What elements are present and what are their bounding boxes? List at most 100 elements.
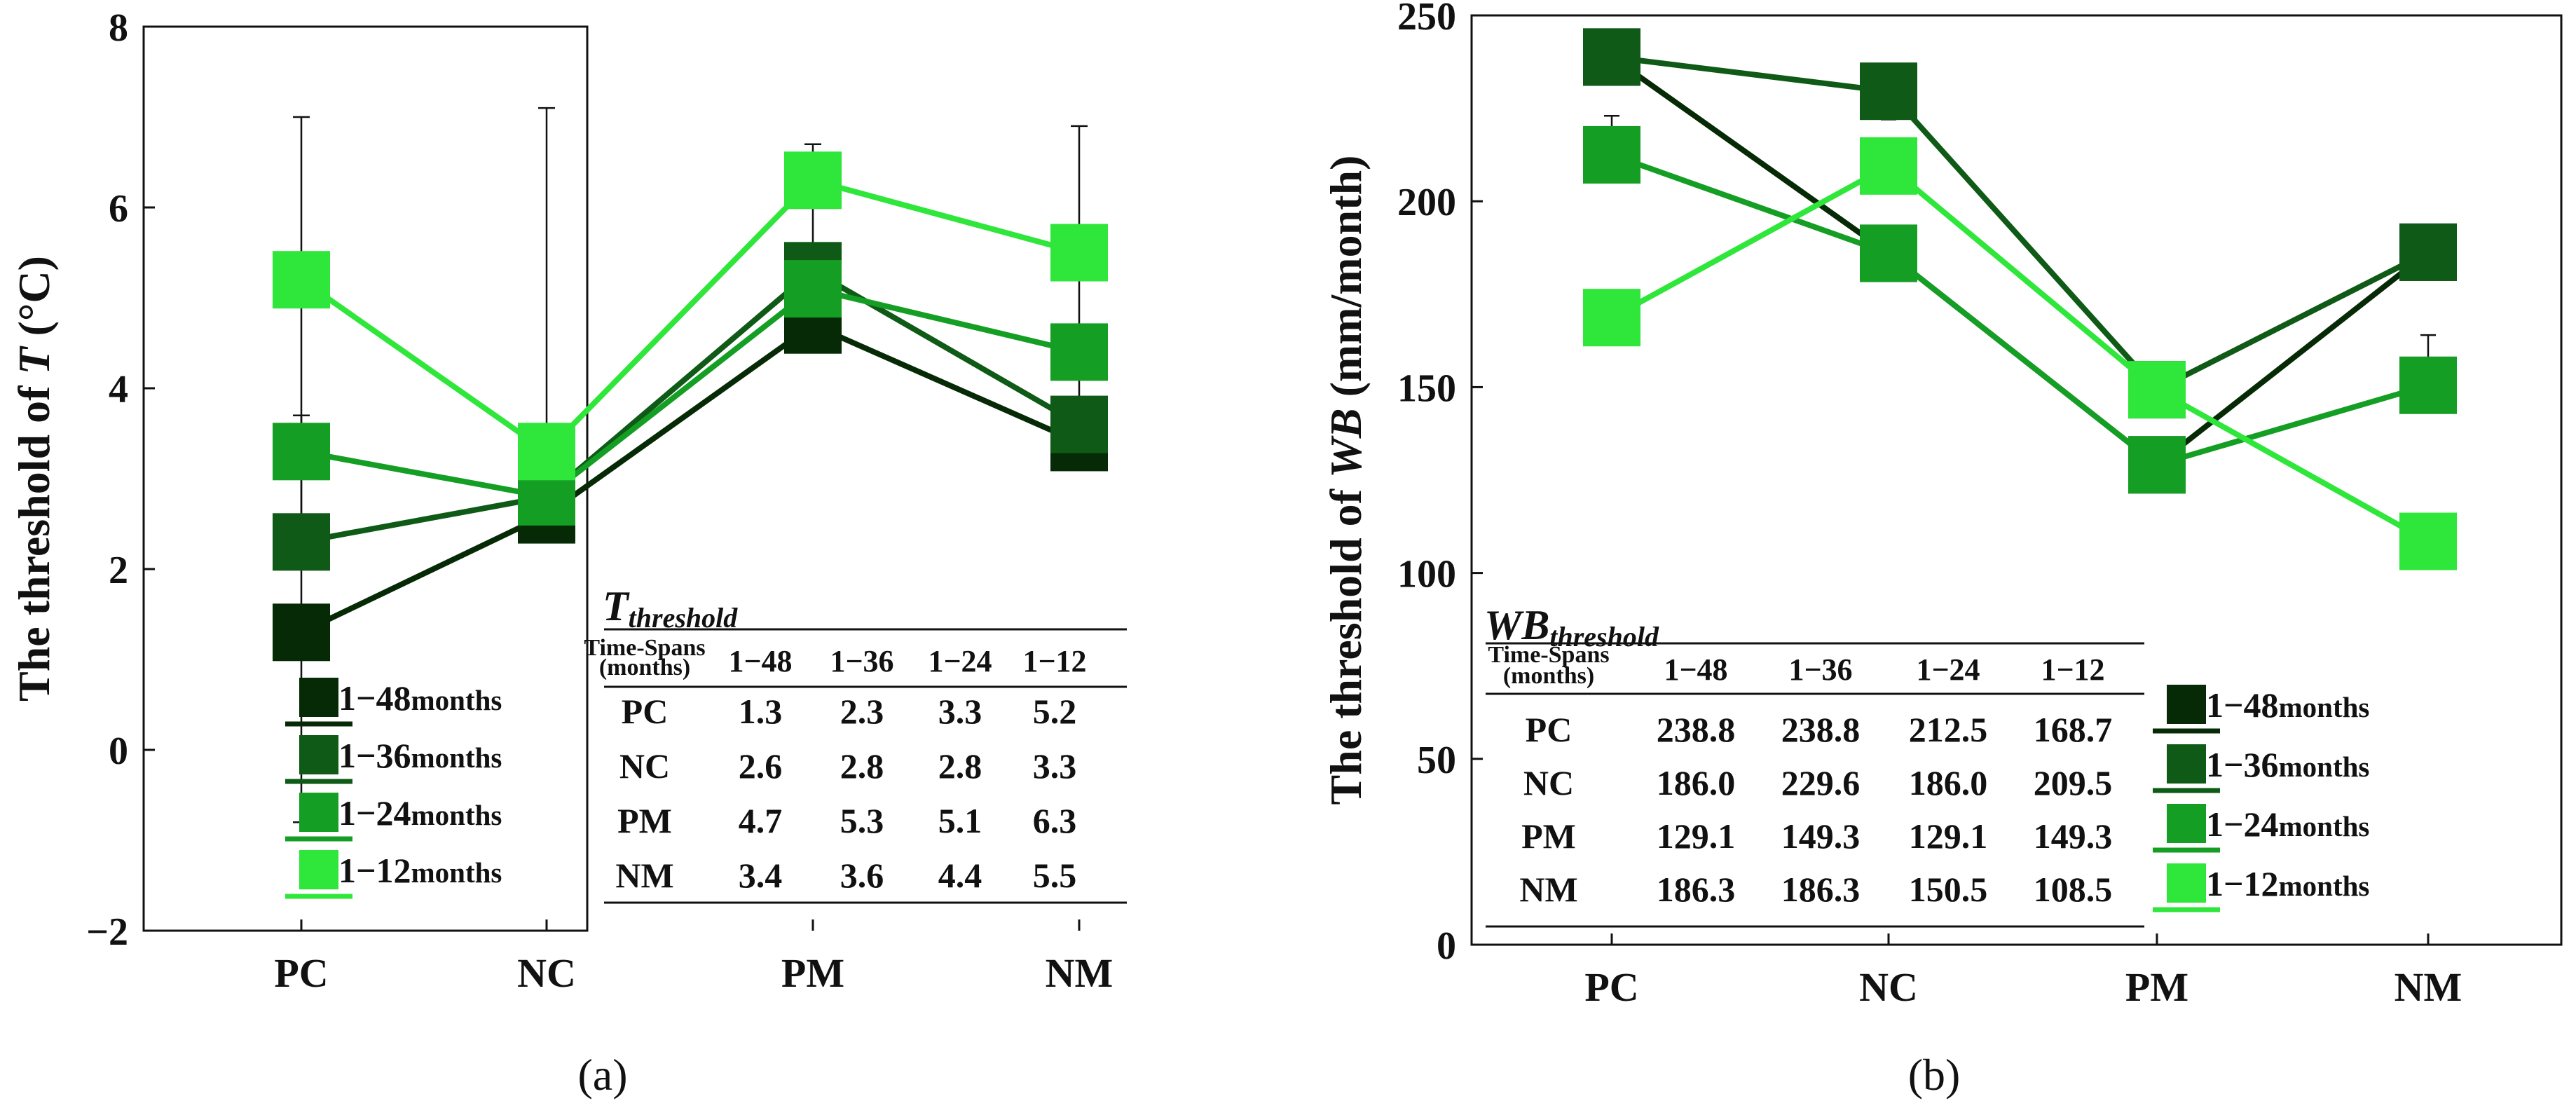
- series-line: [1611, 54, 2430, 394]
- table-cell: 2.8: [938, 746, 982, 786]
- table-cell: 212.5: [1909, 710, 1988, 749]
- data-point-marker: [2399, 223, 2457, 281]
- legend-label-span: 1−36: [338, 736, 411, 775]
- y-tick-label: 0: [109, 730, 128, 773]
- panel-caption: (b): [1908, 1050, 1961, 1100]
- series-4: [273, 151, 1108, 481]
- legend-label: 1−24months: [2206, 805, 2369, 844]
- table-header-line1: Time-Spans: [584, 635, 705, 661]
- y-axis-label: The threshold of WB (mm/month): [1321, 156, 1371, 805]
- plot-frame: [142, 25, 589, 932]
- legend-label-span: 1−24: [2206, 805, 2279, 844]
- table-cell: 129.1: [1909, 816, 1988, 856]
- table-cell: 186.3: [1781, 870, 1861, 909]
- legend-swatch: [299, 850, 338, 889]
- panel-caption: (a): [577, 1050, 627, 1100]
- legend-swatch: [2167, 863, 2206, 903]
- table-cell: 5.5: [1033, 856, 1077, 895]
- legend-label-unit: months: [2279, 751, 2370, 783]
- legend-label-span: 1−48: [2206, 685, 2279, 725]
- table-cell: 3.3: [1033, 746, 1077, 786]
- table-cell: 6.3: [1033, 801, 1077, 840]
- legend-swatch: [2167, 804, 2206, 843]
- x-tick-label-pm: PM: [781, 950, 844, 996]
- y-tick-label: 50: [1417, 739, 1456, 782]
- x-tick-label-pc: PC: [1584, 964, 1638, 1010]
- table-title: WBthreshold: [1484, 602, 1659, 652]
- y-axis-label: The threshold of T (°C): [9, 256, 59, 702]
- legend-swatch: [299, 678, 338, 717]
- legend-item: 1−36months: [285, 735, 502, 784]
- data-point-marker: [1050, 323, 1108, 381]
- legend-label-span: 1−48: [338, 678, 411, 718]
- table-row-label: PC: [1526, 710, 1573, 749]
- legend-label-span: 1−12: [338, 851, 411, 890]
- series-line: [300, 322, 1081, 635]
- legend-label: 1−24months: [338, 793, 502, 833]
- series-4: [1583, 137, 2457, 570]
- chart-panel-a: 8 6 4 2 0 −2 PC NC PM NM The threshold of T (°C) 1−…: [9, 6, 1127, 1100]
- table-column-header: 1−24: [1916, 652, 1980, 687]
- table-cell: 5.1: [938, 801, 982, 840]
- data-point-marker: [518, 423, 575, 481]
- table-cell: 150.5: [1909, 870, 1988, 909]
- table-row: PM 129.1 149.3 129.1 149.3: [1521, 816, 2112, 856]
- plot-frame: [1470, 14, 2563, 946]
- x-tick-label-nc: NC: [517, 950, 576, 996]
- x-tick-label-nc: NC: [1859, 964, 1918, 1010]
- legend-item: 1−36months: [2153, 744, 2370, 793]
- table-title-main: WB: [1484, 602, 1549, 648]
- table-row-label: NM: [1519, 870, 1577, 909]
- table-cell: 238.8: [1781, 710, 1861, 749]
- legend-label-unit: months: [411, 799, 502, 831]
- table-cell: 149.3: [1781, 816, 1861, 856]
- y-axis-label-variable: T: [9, 346, 59, 375]
- legend-item: 1−48months: [2153, 685, 2370, 734]
- data-point-marker: [273, 423, 330, 481]
- series-3: [1583, 125, 2457, 494]
- data-point-marker: [273, 603, 330, 662]
- y-axis-label-unit: (mm/month): [1321, 156, 1371, 409]
- table-cell: 5.2: [1033, 692, 1077, 731]
- y-axis-label-unit: (°C): [9, 256, 59, 347]
- table-cell: 2.8: [840, 746, 884, 786]
- data-point-marker: [1860, 62, 1917, 121]
- y-tick-label: 4: [109, 368, 128, 411]
- table-title-main: T: [603, 583, 630, 629]
- series-line: [1610, 162, 2430, 545]
- y-axis-label-variable: WB: [1321, 408, 1371, 478]
- data-point-marker: [1583, 125, 1640, 184]
- table-row: PM 4.7 5.3 5.1 6.3: [617, 801, 1076, 840]
- legend-label-unit: months: [411, 684, 502, 716]
- legend-label-unit: months: [411, 741, 502, 774]
- legend-label: 1−36months: [338, 736, 502, 775]
- table-column-header: 1−12: [1022, 644, 1086, 678]
- table-row-label: NM: [615, 856, 673, 895]
- legend-label-unit: months: [2279, 870, 2370, 902]
- data-point-marker: [2399, 512, 2457, 570]
- table-row-label: NC: [1523, 763, 1574, 802]
- series-line: [1610, 55, 2430, 469]
- table-row: NM 3.4 3.6 4.4 5.5: [615, 856, 1076, 895]
- table-column-header: 1−48: [1664, 652, 1727, 687]
- data-point-marker: [273, 251, 330, 309]
- legend-label-unit: months: [2279, 691, 2370, 723]
- chart-panel-b: 250 200 150 100 50 0 PC NC PM NM The threshold of …: [1321, 0, 2563, 1100]
- data-point-marker: [1583, 289, 1640, 347]
- legend-item: 1−24months: [2153, 804, 2369, 853]
- table-cell: 149.3: [2034, 816, 2113, 856]
- data-point-marker: [784, 151, 842, 210]
- data-point-marker: [1860, 137, 1917, 195]
- table-row: NC 2.6 2.8 2.8 3.3: [619, 746, 1076, 786]
- series-line: [1610, 152, 2430, 468]
- legend-swatch: [299, 735, 338, 774]
- table-cell: 3.4: [739, 856, 783, 895]
- legend-label-unit: months: [2279, 810, 2370, 842]
- table-cell: 2.6: [739, 746, 783, 786]
- table-cell: 186.0: [1657, 763, 1736, 802]
- x-tick-label-pc: PC: [274, 950, 328, 996]
- data-point-marker: [273, 513, 330, 571]
- table-column-header: 1−36: [1788, 652, 1852, 687]
